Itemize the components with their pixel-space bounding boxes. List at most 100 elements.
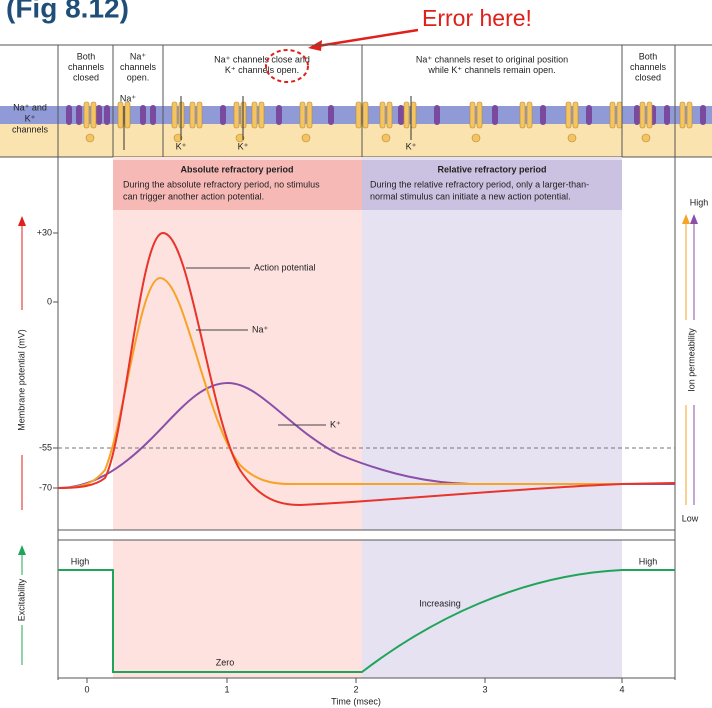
right-high: High <box>690 197 709 207</box>
column-header: channels <box>630 62 667 72</box>
action-potential-curve <box>57 231 676 507</box>
protein <box>66 105 72 125</box>
channel <box>124 101 131 129</box>
channel <box>362 101 369 129</box>
right-axis-label: Ion permeability <box>686 328 696 392</box>
y-ticks <box>53 232 58 489</box>
ion-label: K⁺ <box>238 141 249 151</box>
y-tick-label: +30 <box>37 227 52 237</box>
period-text: During the relative refractory period, o… <box>370 179 589 189</box>
protein <box>586 105 592 125</box>
excitability-curve <box>58 569 675 673</box>
arrow-head <box>18 545 26 555</box>
gate <box>567 133 577 143</box>
channel <box>386 101 393 129</box>
column-header: closed <box>73 72 99 82</box>
excitability-label: Increasing <box>419 598 461 608</box>
channel <box>526 101 533 129</box>
gate <box>85 133 95 143</box>
column-header: K⁺ channels open. <box>225 65 299 75</box>
excitability-axis-label: Excitability <box>16 578 26 621</box>
column-header: Both <box>77 51 96 61</box>
channel <box>476 101 483 129</box>
channel <box>83 101 90 129</box>
channel <box>251 101 258 129</box>
protein <box>140 105 146 125</box>
channel <box>117 101 124 129</box>
absolute-region <box>113 540 362 678</box>
channel <box>616 101 623 129</box>
leader-lines <box>186 267 326 426</box>
ion-arrows <box>123 96 412 150</box>
column-header: channels <box>120 62 157 72</box>
membrane <box>0 106 58 124</box>
ion-label: K⁺ <box>406 141 417 151</box>
period-title: Absolute refractory period <box>180 164 293 174</box>
error-circle <box>265 49 309 83</box>
period-box <box>362 160 622 210</box>
excitability-label: High <box>639 556 658 566</box>
x-tick-label: 1 <box>224 684 229 694</box>
period-box <box>113 160 362 210</box>
row-label: Na⁺ and <box>13 102 47 112</box>
channel <box>258 101 265 129</box>
column-header: channels <box>68 62 105 72</box>
channel <box>306 101 313 129</box>
absolute-region <box>113 157 362 530</box>
channel <box>565 101 572 129</box>
y-tick-label: -70 <box>39 482 52 492</box>
column-header: Both <box>639 51 658 61</box>
gate <box>471 133 481 143</box>
annotation-arrow <box>317 28 419 48</box>
channel <box>299 101 306 129</box>
protein <box>434 105 440 125</box>
title: (Fig 8.12) <box>6 0 129 23</box>
na-curve <box>57 276 622 489</box>
column-header: Na⁺ channels reset to original position <box>416 54 568 64</box>
protein <box>104 105 110 125</box>
gate <box>381 133 391 143</box>
excitability-label: Zero <box>216 657 235 667</box>
channel <box>90 101 97 129</box>
x-tick-label: 4 <box>619 684 624 694</box>
column-header: Na⁺ channels close and <box>214 54 310 64</box>
column-header: while K⁺ channels remain open. <box>427 65 555 75</box>
channel <box>646 101 653 129</box>
protein <box>220 105 226 125</box>
gate <box>173 133 183 143</box>
protein <box>664 105 670 125</box>
protein <box>398 105 404 125</box>
channel <box>403 101 410 129</box>
x-tick-label: 2 <box>353 684 358 694</box>
x-tick-label: 0 <box>84 684 89 694</box>
ion-label: Na⁺ <box>120 93 137 103</box>
relative-region <box>362 540 622 678</box>
period-text: can trigger another action potential. <box>123 191 264 201</box>
protein <box>76 105 82 125</box>
cytoplasm <box>0 124 58 157</box>
ion-label: K⁺ <box>176 141 187 151</box>
x-axis-label: Time (msec) <box>331 696 381 706</box>
channel <box>686 101 693 129</box>
arrow-head <box>18 216 26 226</box>
channel <box>609 101 616 129</box>
gate <box>301 133 311 143</box>
curve-label: K⁺ <box>330 419 341 429</box>
gate <box>235 133 245 143</box>
excitability-label: High <box>71 556 90 566</box>
period-text: normal stimulus can initiate a new actio… <box>370 191 571 201</box>
curve-label: Na⁺ <box>252 324 269 334</box>
channel <box>196 101 203 129</box>
annotation: Error here! <box>422 5 532 31</box>
right-low: Low <box>682 513 699 523</box>
channel <box>171 101 178 129</box>
channel <box>469 101 476 129</box>
right-arrows <box>682 214 698 505</box>
channel <box>519 101 526 129</box>
x-tick-label: 3 <box>482 684 487 694</box>
protein <box>96 105 102 125</box>
relative-region <box>362 157 622 530</box>
protein <box>700 105 706 125</box>
period-title: Relative refractory period <box>437 164 546 174</box>
